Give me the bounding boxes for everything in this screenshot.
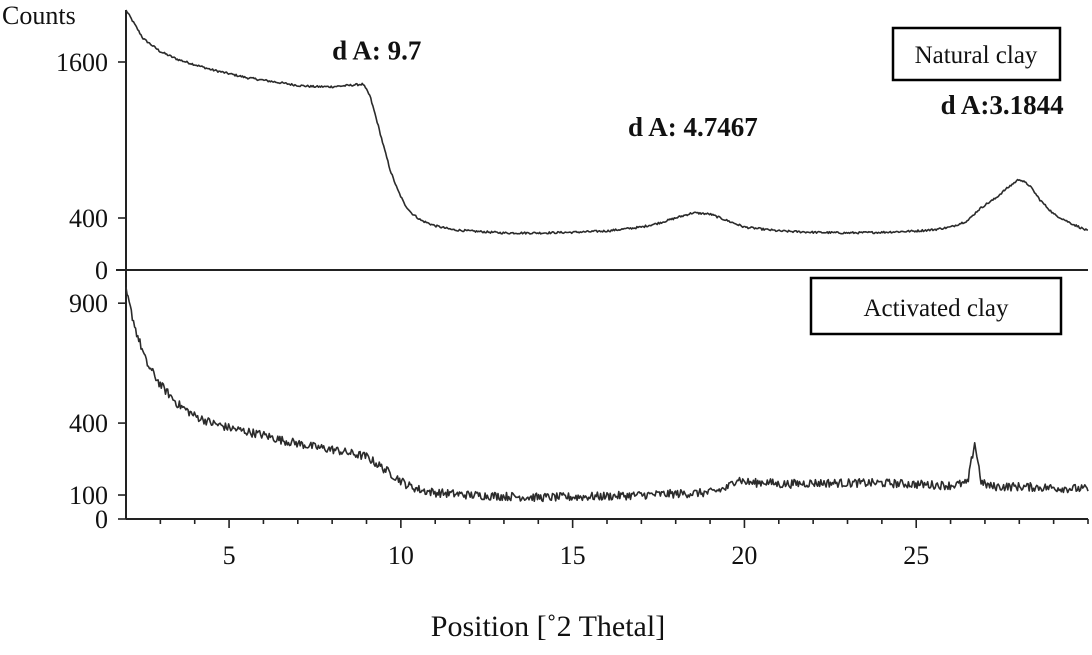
top-y-tick-label-0: 0: [95, 256, 108, 285]
x-tick-label-25: 25: [903, 541, 929, 570]
traces-group: [125, 9, 1089, 503]
bottom-legend-box: [809, 276, 1063, 336]
bottom-y-tick-label-900: 900: [69, 289, 108, 318]
x-axis-label: Position [˚2 Thetal]: [431, 610, 665, 643]
bottom-y-tick-label-400: 400: [69, 409, 108, 438]
top-y-tick-label-400: 400: [69, 204, 108, 233]
legend-group: Natural clay Activated clay: [809, 26, 1063, 336]
x-tick-label-15: 15: [560, 541, 586, 570]
axes-group: [116, 10, 1089, 528]
top-y-tick-label-1600: 1600: [56, 48, 108, 77]
x-tick-label-20: 20: [731, 541, 757, 570]
top-legend-label: Natural clay: [915, 42, 1038, 69]
y-unit-label: Counts: [2, 1, 76, 30]
top-series-0-line: [125, 9, 1089, 235]
x-tick-label-5: 5: [223, 541, 236, 570]
bottom-series-0-line: [125, 287, 1089, 503]
bottom-y-tick-label-0: 0: [95, 505, 108, 534]
top-annotation-2: d A:3.1844: [941, 90, 1064, 120]
top-annotation-0: d A: 9.7: [332, 35, 421, 65]
top-annotation-1: d A: 4.7467: [628, 112, 758, 142]
bottom-y-tick-label-100: 100: [69, 481, 108, 510]
top-legend-box: [891, 26, 1062, 82]
labels-group: Counts Position [˚2 Thetal] 5 10 15 20 25 0 40…: [2, 1, 1064, 643]
x-tick-label-10: 10: [388, 541, 414, 570]
bottom-legend-label: Activated clay: [863, 295, 1009, 322]
